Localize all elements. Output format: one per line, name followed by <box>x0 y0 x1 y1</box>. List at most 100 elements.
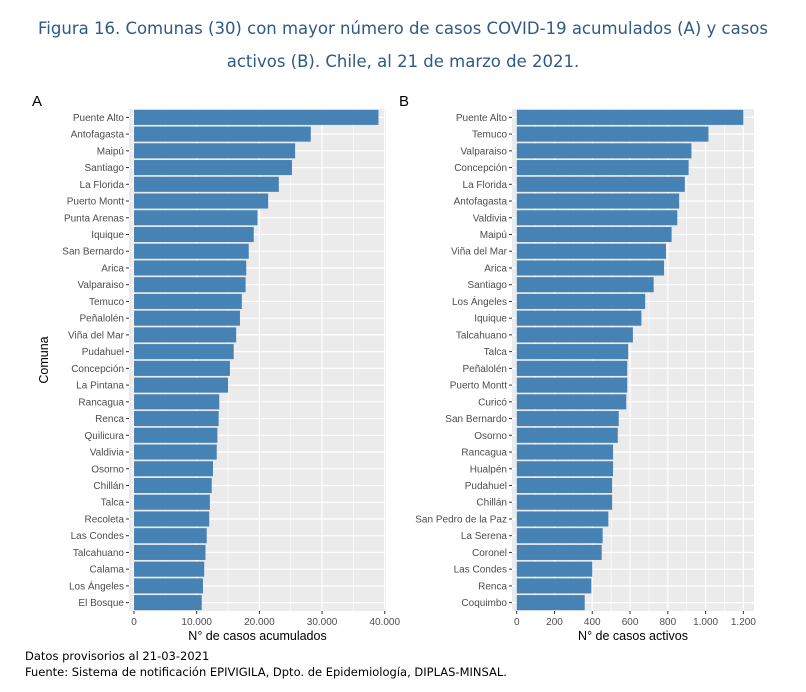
panel-b-bar <box>516 544 602 560</box>
panel-a-category-label: Arica <box>101 263 124 274</box>
panel-b-category-label: Iquique <box>474 314 507 325</box>
panel-a-bar <box>134 578 203 594</box>
panel-b-bar <box>516 210 678 226</box>
panel-b-bar <box>516 260 665 276</box>
panel-a-bar <box>134 160 292 176</box>
panel-b-bar <box>516 444 614 460</box>
panel-a-category-label: Talca <box>101 498 125 509</box>
panel-a-background <box>129 109 386 611</box>
panel-b-bar <box>516 293 646 309</box>
panel-a-category-label: Concepción <box>71 364 124 375</box>
panel-b-category-label: Puerto Montt <box>450 381 507 392</box>
panel-a-category-label: Pudahuel <box>82 347 124 358</box>
panel-b-bar <box>516 176 685 192</box>
panel-a-category-label: Renca <box>95 414 124 425</box>
panel-a-bar <box>134 260 247 276</box>
panel-a-category-label: Chillán <box>93 481 124 492</box>
panel-b-bar <box>516 193 680 209</box>
panel-b-category-label: Viña del Mar <box>451 247 508 258</box>
panel-b-category-label: Los Ángeles <box>452 295 507 308</box>
panel-a-category-label: Maipú <box>97 146 124 157</box>
panel-a-x-tick-label: 0 <box>131 617 137 628</box>
footnote-source: Fuente: Sistema de notificación EPIVIGIL… <box>25 665 507 679</box>
panel-b-category-label: Valdivia <box>473 213 508 224</box>
panel-a-letter: A <box>32 93 43 110</box>
panel-b-x-tick-label: 1.000 <box>693 617 718 628</box>
panel-a-category-label: La Pintana <box>76 381 124 392</box>
panel-b-bar <box>516 377 628 393</box>
panel-b-background <box>512 109 754 611</box>
panel-b-category-label: Concepción <box>454 163 507 174</box>
panel-b-category-label: Peñalolén <box>463 364 507 375</box>
panel-a-bar <box>134 327 237 343</box>
panel-a-category-label: Temuco <box>89 297 124 308</box>
panel-b-x-tick-label: 800 <box>659 617 676 628</box>
figure-title: Figura 16. Comunas (30) con mayor número… <box>0 12 806 78</box>
panel-b-category-label: Curicó <box>478 397 507 408</box>
figure-title-line2: activos (B). Chile, al 21 de marzo de 20… <box>226 52 580 71</box>
panel-b-x-tick-label: 200 <box>546 617 563 628</box>
panel-a-bar <box>134 210 258 226</box>
panel-b-bar <box>516 461 614 477</box>
panel-a-x-tick-label: 30.000 <box>307 617 338 628</box>
panel-a-category-label: Santiago <box>85 163 125 174</box>
panel-a-category-label: Calama <box>90 565 125 576</box>
panel-b-bar <box>516 143 692 159</box>
panel-b-x-axis-label: N° de casos activos <box>578 629 688 643</box>
panel-a-category-label: Antofagasta <box>71 130 125 141</box>
panel-a-bar <box>134 293 242 309</box>
panel-b-bar <box>516 511 609 527</box>
panel-a-bar <box>134 427 218 443</box>
panel-a-bar <box>134 360 230 376</box>
panel-b-bar <box>516 528 603 544</box>
panel-b-category-label: Puente Alto <box>456 113 508 124</box>
panel-a-bar <box>134 176 279 192</box>
panel-a-category-label: Peñalolén <box>80 314 124 325</box>
panel-a-category-label: Puerto Montt <box>67 197 124 208</box>
panel-a-bar <box>134 411 219 427</box>
panel-a-x-tick-label: 10.000 <box>181 617 212 628</box>
panel-a-bar <box>134 477 212 494</box>
panel-b-x-tick-label: 400 <box>584 617 601 628</box>
panel-b-category-label: Temuco <box>472 130 507 141</box>
panel-a-x-tick-label: 20.000 <box>244 617 275 628</box>
panel-a-bar <box>134 595 202 611</box>
panel-a-bar <box>134 544 206 560</box>
panel-a-category-label: Osorno <box>91 464 124 475</box>
panel-a-bar <box>134 377 229 393</box>
panel-b-category-label: Santiago <box>468 280 508 291</box>
panel-b-bar <box>516 126 709 142</box>
panel-b-category-label: La Serena <box>461 531 508 542</box>
panel-b-category-label: Pudahuel <box>465 481 507 492</box>
panel-a-bar <box>134 511 210 527</box>
panel-a-category-label: Valdivia <box>90 448 125 459</box>
panel-a-y-axis-label: Comuna <box>37 336 51 383</box>
panel-a-category-label: Quilicura <box>85 431 125 442</box>
figure-title-line1: Figura 16. Comunas (30) con mayor número… <box>38 19 768 38</box>
panel-a-bar <box>134 126 311 142</box>
panel-a-category-label: Rancagua <box>78 397 124 408</box>
panel-a-bar <box>134 243 249 259</box>
panel-a-bar <box>134 394 220 410</box>
panel-b-category-label: Chillán <box>476 498 507 509</box>
panel-a-bar <box>134 528 207 544</box>
panel-b-category-label: Coronel <box>472 548 507 559</box>
panel-a-x-tick-label: 40.000 <box>369 617 400 628</box>
panel-a-bar <box>134 277 246 293</box>
panel-b-category-label: Arica <box>484 263 507 274</box>
panel-b-category-label: Talca <box>484 347 508 358</box>
panel-b-bar <box>516 277 654 293</box>
panel-a-category-label: Valparaiso <box>77 280 124 291</box>
panel-a-category-label: Punta Arenas <box>64 213 124 224</box>
panel-b-bar <box>516 344 629 360</box>
panel-b-category-label: San Pedro de la Paz <box>415 514 507 525</box>
panel-a-category-label: Recoleta <box>85 514 125 525</box>
panel-b-bar <box>516 494 613 510</box>
panel-b-bar <box>516 394 627 410</box>
panel-b-category-label: Coquimbo <box>461 598 507 609</box>
panel-b-bar <box>516 160 689 176</box>
panel-b-bar <box>516 327 633 343</box>
panel-b-bar <box>516 226 672 243</box>
panel-b-category-label: La Florida <box>463 180 508 191</box>
